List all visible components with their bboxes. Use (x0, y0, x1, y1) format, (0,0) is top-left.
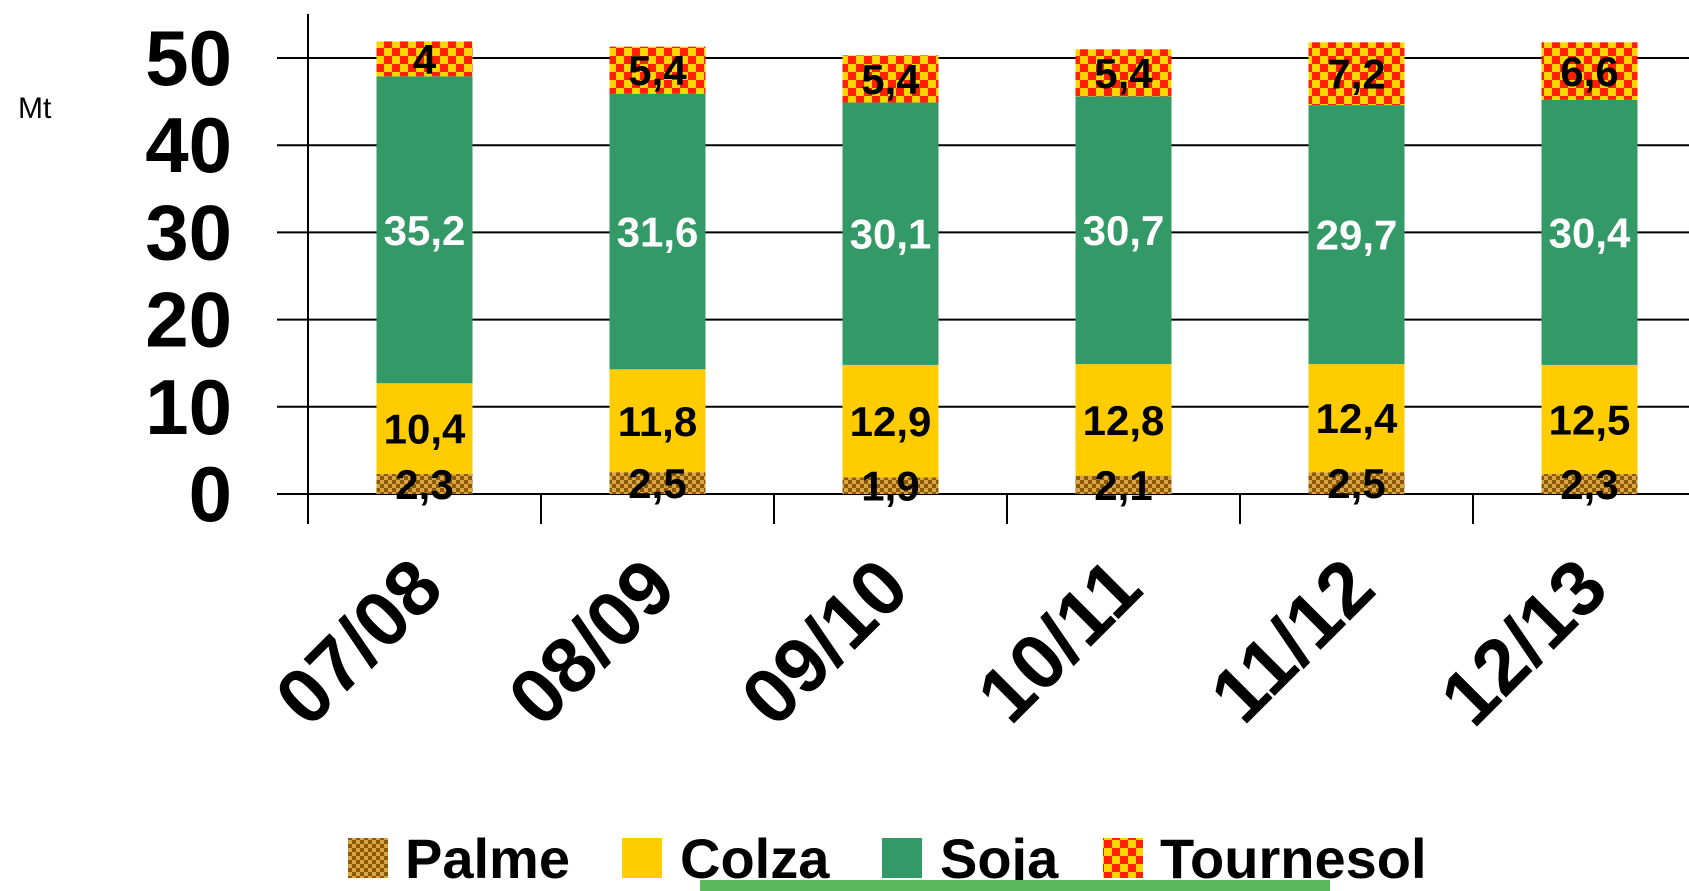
legend-swatch-palme (348, 838, 388, 878)
bar-segment-tournesol (376, 41, 473, 77)
bar-segment-colza (842, 364, 939, 478)
data-label-soja: 30,1 (850, 211, 932, 258)
x-tick-label: 12/13 (1423, 542, 1623, 742)
legend-swatch-colza (622, 838, 662, 878)
grid-lines (277, 57, 1689, 495)
y-tick-label: 30 (145, 188, 232, 276)
legend-swatch-soja (882, 838, 922, 878)
data-label-tournesol: 5,4 (861, 56, 920, 103)
x-tick-label: 07/08 (258, 542, 458, 742)
y-tick-label: 50 (145, 14, 232, 102)
data-label-colza: 12,5 (1549, 396, 1631, 443)
legend-swatch-tournesol (1103, 838, 1143, 878)
data-labels-group: 2,3 10,4 35,2 4 2,5 11,8 31,6 5,4 1,9 12,9 30,1 5,4… (384, 36, 1631, 510)
data-label-palme: 2,3 (1560, 461, 1618, 508)
legend-label-colza: Colza (680, 827, 830, 890)
bar-segment-soja (1075, 96, 1172, 365)
data-label-colza: 10,4 (384, 406, 466, 453)
y-axis-unit-label: Mt (18, 92, 52, 125)
bar-segment-palme (1541, 473, 1638, 494)
x-tick-label: 09/10 (724, 542, 924, 742)
data-label-tournesol: 5,4 (1094, 50, 1153, 97)
x-tick-label: 08/09 (491, 542, 691, 742)
data-label-soja: 35,2 (384, 207, 466, 254)
bar-segment-soja (1308, 105, 1405, 365)
bar-segment-palme (376, 473, 473, 494)
bar-segment-palme (1075, 475, 1172, 494)
bar-segment-soja (609, 93, 706, 370)
data-label-soja: 31,6 (617, 209, 699, 256)
data-label-colza: 12,9 (850, 398, 932, 445)
legend: Palme Colza Soja Tournesol (348, 827, 1427, 890)
y-tick-label: 10 (145, 363, 232, 451)
data-label-tournesol: 5,4 (628, 47, 687, 94)
bar-segment-colza (1075, 364, 1172, 476)
data-label-palme: 2,3 (395, 461, 453, 508)
bar-segment-tournesol (842, 55, 939, 103)
bar-segment-palme (609, 472, 706, 494)
data-label-palme: 1,9 (861, 463, 919, 510)
bar-segment-colza (1308, 364, 1405, 473)
legend-label-palme: Palme (405, 827, 570, 890)
data-label-colza: 11,8 (618, 398, 697, 445)
data-label-palme: 2,5 (628, 460, 686, 507)
data-label-tournesol: 4 (413, 36, 437, 83)
x-tick-label: 10/11 (960, 542, 1157, 739)
data-label-palme: 2,5 (1327, 460, 1385, 507)
axes (307, 14, 1474, 524)
data-label-tournesol: 7,2 (1327, 51, 1385, 98)
bar-segment-soja (1541, 99, 1638, 365)
decorative-green-bar (700, 880, 1330, 891)
bar-segment-colza (609, 369, 706, 473)
bar-segment-soja (842, 102, 939, 365)
legend-label-soja: Soja (940, 827, 1059, 890)
bar-segment-tournesol (609, 46, 706, 94)
bar-segment-tournesol (1541, 42, 1638, 100)
data-label-soja: 30,4 (1549, 209, 1631, 256)
x-tick-label: 11/12 (1193, 542, 1390, 739)
data-label-tournesol: 6,6 (1560, 48, 1618, 95)
y-tick-label: 20 (145, 276, 232, 364)
bar-segment-palme (842, 477, 939, 494)
x-axis-ticks: 07/08 08/09 09/10 10/11 11/12 12/13 (258, 542, 1623, 742)
bar-segment-colza (376, 383, 473, 474)
data-label-soja: 29,7 (1316, 212, 1398, 259)
data-label-palme: 2,1 (1094, 462, 1152, 509)
data-label-colza: 12,4 (1316, 395, 1398, 442)
data-label-soja: 30,7 (1083, 207, 1165, 254)
legend-label-tournesol: Tournesol (1160, 827, 1427, 890)
bars-group (376, 41, 1638, 494)
bar-segment-palme (1308, 472, 1405, 494)
y-tick-label: 40 (145, 101, 232, 189)
data-label-colza: 12,8 (1083, 397, 1165, 444)
bar-segment-colza (1541, 364, 1638, 474)
bar-segment-tournesol (1075, 49, 1172, 97)
bar-segment-tournesol (1308, 42, 1405, 106)
bar-segment-soja (376, 76, 473, 384)
y-tick-label: 0 (189, 450, 232, 538)
